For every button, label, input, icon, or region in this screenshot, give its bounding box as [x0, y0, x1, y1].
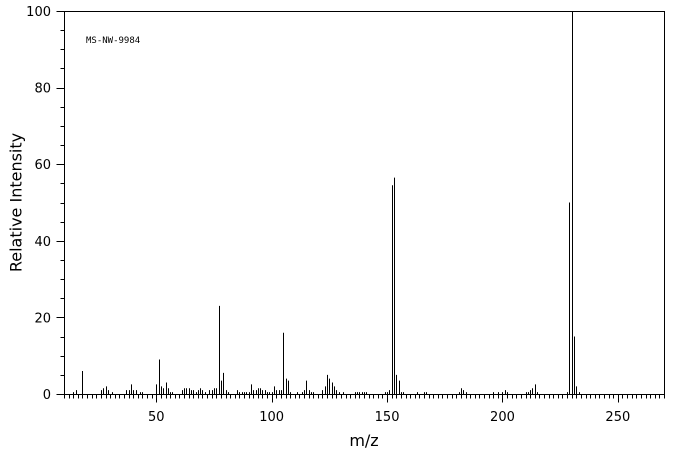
- y-tick-label: 0: [43, 388, 51, 403]
- y-tick-label: 60: [34, 158, 51, 173]
- x-tick-label: 150: [375, 410, 400, 425]
- y-tick-label: 20: [34, 311, 51, 326]
- x-tick-label: 200: [490, 410, 515, 425]
- spectrum-peaks: [73, 11, 580, 394]
- x-tick-label: 50: [148, 410, 165, 425]
- x-tick-label: 250: [605, 410, 630, 425]
- x-axis-ticks: 50 100 150 200 250: [64, 394, 665, 425]
- y-tick-label: 100: [26, 5, 51, 20]
- x-axis-label: m/z: [349, 431, 378, 450]
- x-tick-label: 100: [259, 410, 284, 425]
- y-axis-label: Relative Intensity: [7, 133, 26, 272]
- y-tick-label: 80: [34, 82, 51, 97]
- y-tick-label: 40: [34, 235, 51, 250]
- spectrum-id-label: MS-NW-9984: [86, 36, 140, 46]
- y-axis-ticks: 0 20 40 60 80 100: [26, 5, 65, 403]
